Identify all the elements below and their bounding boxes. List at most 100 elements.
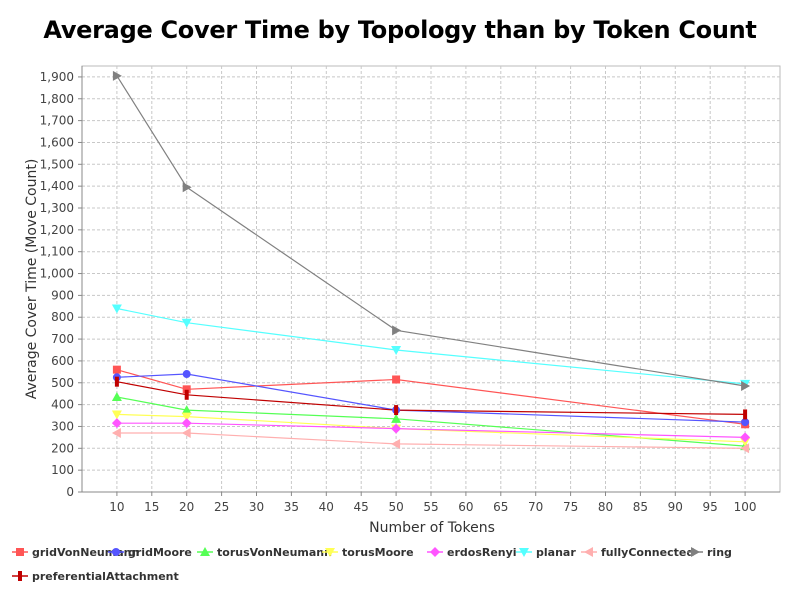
data-point-planar: [111, 304, 122, 314]
y-tick-label: 100: [51, 463, 74, 477]
data-point-erdosRenyi: [391, 423, 402, 434]
x-tick-label: 90: [668, 500, 683, 514]
y-tick-label: 1,600: [40, 135, 74, 149]
y-tick-label: 1,100: [40, 245, 74, 259]
data-point-ring: [392, 325, 402, 336]
legend-marker: [519, 548, 529, 557]
legend-item-ring: ring: [687, 546, 732, 559]
legend-marker: [430, 547, 440, 557]
data-point-torusMoore: [111, 410, 122, 420]
data-point-torusMoore: [181, 412, 192, 422]
legend-marker: [325, 548, 335, 557]
x-tick-label: 70: [528, 500, 543, 514]
legend-item-preferentialAttachment: preferentialAttachment: [12, 570, 179, 583]
legend-marker: [112, 548, 120, 556]
series-line-gridVonNeumann: [116, 369, 746, 425]
series-line-preferentialAttachment: [116, 381, 746, 415]
x-tick-label: 65: [493, 500, 508, 514]
data-point-gridMoore: [182, 370, 191, 379]
data-point-preferentialAttachment: [743, 409, 748, 420]
x-tick-label: 60: [458, 500, 473, 514]
series-line-gridMoore: [116, 373, 746, 423]
data-point-fullyConnected: [740, 443, 750, 454]
legend-label: gridMoore: [128, 546, 192, 559]
data-point-erdosRenyi: [111, 418, 122, 429]
y-tick-label: 1,500: [40, 157, 74, 171]
y-tick-label: 400: [51, 398, 74, 412]
y-tick-label: 900: [51, 288, 74, 302]
x-axis-label: Number of Tokens: [369, 520, 495, 536]
chart-title: Average Cover Time by Topology than by T…: [43, 16, 757, 44]
x-tick-label: 10: [109, 500, 124, 514]
y-tick-label: 1,200: [40, 223, 74, 237]
legend-item-gridMoore: gridMoore: [108, 546, 192, 559]
x-tick-label: 20: [179, 500, 194, 514]
series-line-erdosRenyi: [116, 422, 746, 438]
data-point-torusVonNeumann: [111, 391, 122, 401]
x-tick-label: 30: [249, 500, 264, 514]
legend-label: ring: [707, 546, 732, 559]
legend-marker: [200, 547, 210, 556]
legend-label: torusMoore: [342, 546, 414, 559]
y-tick-label: 1,800: [40, 92, 74, 106]
y-tick-label: 300: [51, 419, 74, 433]
data-point-preferentialAttachment: [114, 376, 119, 387]
data-point-planar: [391, 346, 402, 355]
data-point-fullyConnected: [111, 428, 121, 439]
y-tick-label: 200: [51, 441, 74, 455]
legend-item-erdosRenyi: erdosRenyi: [427, 546, 517, 559]
data-point-gridVonNeumann: [392, 375, 401, 384]
data-point-preferentialAttachment: [394, 405, 399, 416]
x-tick-label: 45: [354, 500, 369, 514]
data-point-torusVonNeumann: [181, 405, 192, 415]
y-tick-label: 1,900: [40, 70, 74, 84]
legend-marker: [691, 547, 700, 557]
series-line-planar: [116, 307, 746, 385]
legend-item-torusMoore: torusMoore: [322, 546, 414, 559]
x-tick-label: 40: [319, 500, 334, 514]
series-line-ring: [116, 75, 746, 387]
y-tick-label: 700: [51, 332, 74, 346]
data-point-gridVonNeumann: [182, 385, 191, 394]
y-axis-label: Average Cover Time (Move Count): [24, 159, 40, 400]
x-tick-label: 35: [284, 500, 299, 514]
legend-item-torusVonNeumann: torusVonNeumann: [197, 546, 332, 559]
x-tick-label: 75: [563, 500, 578, 514]
legend-label: planar: [536, 546, 576, 559]
data-point-ring: [182, 182, 192, 193]
data-point-planar: [181, 318, 192, 328]
legend-label: erdosRenyi: [447, 546, 517, 559]
y-tick-label: 600: [51, 354, 74, 368]
legend-item-gridVonNeumann: gridVonNeumann: [12, 546, 139, 559]
y-tick-label: 800: [51, 310, 74, 324]
legend-item-fullyConnected: fullyConnected: [581, 546, 694, 559]
legend-label: preferentialAttachment: [32, 570, 179, 583]
data-point-erdosRenyi: [181, 418, 192, 429]
legend-label: torusVonNeumann: [217, 546, 332, 559]
series-line-torusMoore: [116, 413, 746, 443]
y-tick-label: 1,000: [40, 267, 74, 281]
data-point-fullyConnected: [391, 438, 401, 449]
x-tick-label: 100: [734, 500, 757, 514]
series-line-fullyConnected: [116, 432, 746, 449]
legend-item-planar: planar: [516, 546, 576, 559]
legend-marker: [16, 548, 24, 556]
data-point-preferentialAttachment: [184, 389, 189, 400]
y-tick-label: 1,400: [40, 179, 74, 193]
data-point-ring: [741, 381, 751, 392]
y-tick-label: 0: [66, 485, 74, 499]
legend-marker: [584, 547, 593, 557]
data-point-fullyConnected: [181, 428, 191, 439]
y-tick-label: 1,300: [40, 201, 74, 215]
x-tick-label: 15: [144, 500, 159, 514]
data-point-ring: [112, 70, 122, 81]
legend-label: fullyConnected: [601, 546, 694, 559]
data-point-gridMoore: [741, 418, 750, 427]
legend-marker: [18, 571, 22, 581]
x-tick-label: 50: [388, 500, 403, 514]
data-point-gridVonNeumann: [112, 365, 121, 374]
data-point-torusVonNeumann: [391, 413, 402, 423]
x-tick-label: 25: [214, 500, 229, 514]
